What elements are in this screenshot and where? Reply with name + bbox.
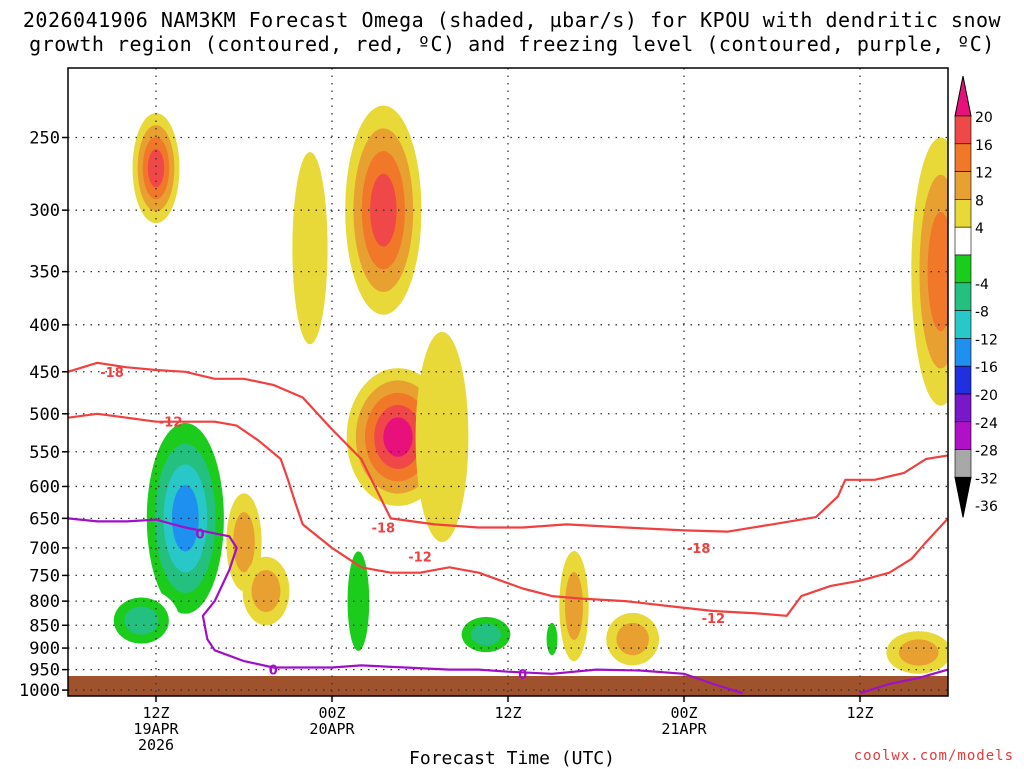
omega-shade-15-1	[898, 639, 939, 666]
y-tick-label-350: 350	[29, 263, 60, 283]
x-tick-label-42-0: 00Z	[670, 704, 697, 722]
y-tick-label-250: 250	[29, 128, 60, 148]
colorbar-label-12: -32	[975, 471, 998, 487]
x-tick-label-30-0: 12Z	[494, 704, 521, 722]
colorbar-label-2: 12	[975, 166, 993, 182]
colorbar-label-11: -28	[975, 444, 998, 460]
omega-shade-11-1	[251, 569, 281, 613]
omega-shade-6-2	[124, 606, 159, 635]
colorbar-bin-10	[954, 365, 972, 395]
ground-terrain	[68, 676, 948, 696]
contour-label-0: -18	[100, 366, 124, 381]
omega-shade-3-4	[383, 417, 413, 457]
chart-title-line1: 2026041906 NAM3KM Forecast Omega (shaded…	[22, 8, 1002, 32]
y-tick-label-650: 650	[29, 509, 60, 529]
colorbar-bin-7	[954, 282, 972, 311]
colorbar-bin-9	[954, 338, 972, 367]
omega-shade-13-1	[616, 622, 649, 656]
colorbar-label-3: 8	[975, 193, 984, 209]
contour-0C-b	[859, 668, 948, 695]
y-tick-label-550: 550	[29, 443, 60, 463]
y-tick-label-500: 500	[29, 405, 60, 425]
colorbar-label-1: 16	[975, 138, 993, 154]
omega-shade-4-0	[415, 331, 469, 543]
omega-shade-18-0	[729, 662, 765, 673]
colorbar-label-4: 4	[975, 221, 984, 237]
x-tick-label-42-1: 21APR	[661, 720, 707, 738]
colorbar-label-13: -36	[975, 499, 998, 515]
y-tick-label-950: 950	[29, 661, 60, 681]
chart-title-line2: growth region (contoured, red, ºC) and f…	[29, 32, 995, 56]
x-tick-label-18-1: 20APR	[309, 720, 355, 738]
colorbar-bin-12	[954, 421, 972, 450]
x-axis-label: Forecast Time (UTC)	[409, 748, 615, 769]
y-tick-label-850: 850	[29, 616, 60, 636]
y-tick-label-800: 800	[29, 592, 60, 612]
contour-label-1: -12	[159, 416, 183, 431]
contour-label-5: -12	[408, 550, 432, 565]
y-tick-label-450: 450	[29, 363, 60, 383]
colorbar-bin-4	[954, 199, 972, 228]
colorbar-label-5: -4	[975, 277, 989, 293]
colorbar-bin-5	[954, 226, 972, 256]
omega-shade-10-1	[233, 512, 255, 573]
y-tick-label-900: 900	[29, 639, 60, 659]
y-tick-label-600: 600	[29, 477, 60, 497]
contour--12C	[68, 412, 948, 617]
source-credit: coolwx.com/models	[853, 748, 1014, 764]
omega-shade-19-0	[942, 532, 948, 586]
omega-shade-12-1	[564, 572, 584, 640]
x-tick-label-6-2: 2026	[138, 736, 174, 754]
omega-shade-7-1	[347, 551, 370, 651]
omega-shade-17-0	[244, 245, 259, 363]
omega-shade-9-1	[546, 622, 558, 656]
x-tick-label-18-0: 00Z	[318, 704, 345, 722]
y-tick-label-1000: 1000	[19, 681, 60, 701]
omega-shade-16-0	[392, 68, 413, 78]
contour-label-4: -18	[372, 521, 396, 536]
contour-label-2: 0	[195, 527, 204, 542]
y-tick-label-400: 400	[29, 316, 60, 336]
x-tick-label-54-0: 12Z	[846, 704, 873, 722]
colorbar-arrow-top	[954, 75, 972, 117]
omega-shade-5-4	[171, 485, 199, 552]
colorbar-bin-11	[954, 393, 972, 423]
contour-label-6: 0	[518, 668, 527, 683]
y-tick-label-300: 300	[29, 201, 60, 221]
colorbar-label-8: -16	[975, 360, 998, 376]
colorbar-bin-13	[954, 449, 972, 478]
colorbar-bin-6	[954, 254, 972, 284]
y-tick-label-700: 700	[29, 539, 60, 559]
colorbar-label-10: -24	[975, 416, 998, 432]
colorbar-label-9: -20	[975, 388, 998, 404]
omega-shade-0-3	[147, 149, 165, 188]
colorbar-label-6: -8	[975, 305, 989, 321]
colorbar-label-7: -12	[975, 332, 998, 348]
colorbar-bin-2	[954, 143, 972, 172]
contour-label-7: -18	[687, 542, 711, 557]
colorbar-label-0: 20	[975, 110, 993, 126]
contour-0C	[68, 517, 744, 695]
omega-shade-1-0	[292, 152, 328, 345]
omega-shade-8-2	[471, 623, 501, 646]
colorbar-bin-8	[954, 310, 972, 339]
omega-shade-14-2	[927, 212, 948, 332]
contour-label-8: -12	[702, 612, 726, 627]
colorbar-arrow-bottom	[954, 476, 972, 518]
colorbar-bin-3	[954, 171, 972, 200]
contour--18C	[68, 361, 948, 533]
contour-label-3: 0	[269, 664, 278, 679]
x-tick-label-6-1: 19APR	[133, 720, 179, 738]
x-tick-label-6-0: 12Z	[142, 704, 169, 722]
colorbar-bin-1	[954, 115, 972, 145]
y-tick-label-750: 750	[29, 566, 60, 586]
